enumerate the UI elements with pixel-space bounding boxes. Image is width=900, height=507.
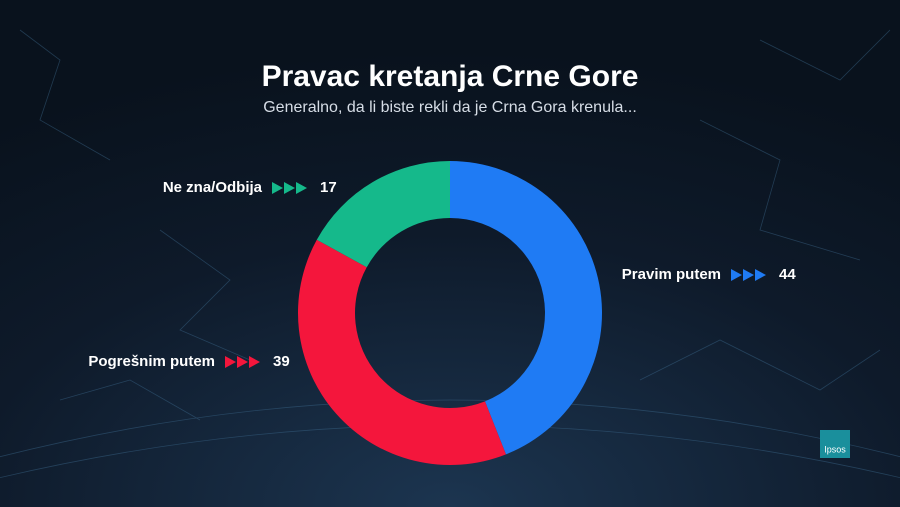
category-label: Pravim putem [622, 266, 721, 283]
arrow [284, 182, 295, 194]
arrow [249, 356, 260, 368]
value-label: 44 [779, 266, 796, 283]
arrow [296, 182, 307, 194]
chart-subtitle: Generalno, da li biste rekli da je Crna … [263, 99, 637, 116]
arrow [743, 269, 754, 281]
donut-segment [298, 239, 506, 465]
chart-title: Pravac kretanja Crne Gore [262, 60, 639, 93]
arrow [225, 356, 236, 368]
value-label: 17 [320, 179, 337, 196]
arrow [272, 182, 283, 194]
category-label: Ne zna/Odbija [163, 179, 263, 196]
category-label: Pogrešnim putem [88, 353, 215, 370]
logo-box [820, 430, 850, 458]
arrow [755, 269, 766, 281]
donut-segment [450, 161, 602, 455]
donut-segment [316, 161, 450, 268]
arrow [237, 356, 248, 368]
value-label: 39 [273, 353, 290, 370]
arrow [731, 269, 742, 281]
logo: Ipsos [824, 444, 846, 454]
